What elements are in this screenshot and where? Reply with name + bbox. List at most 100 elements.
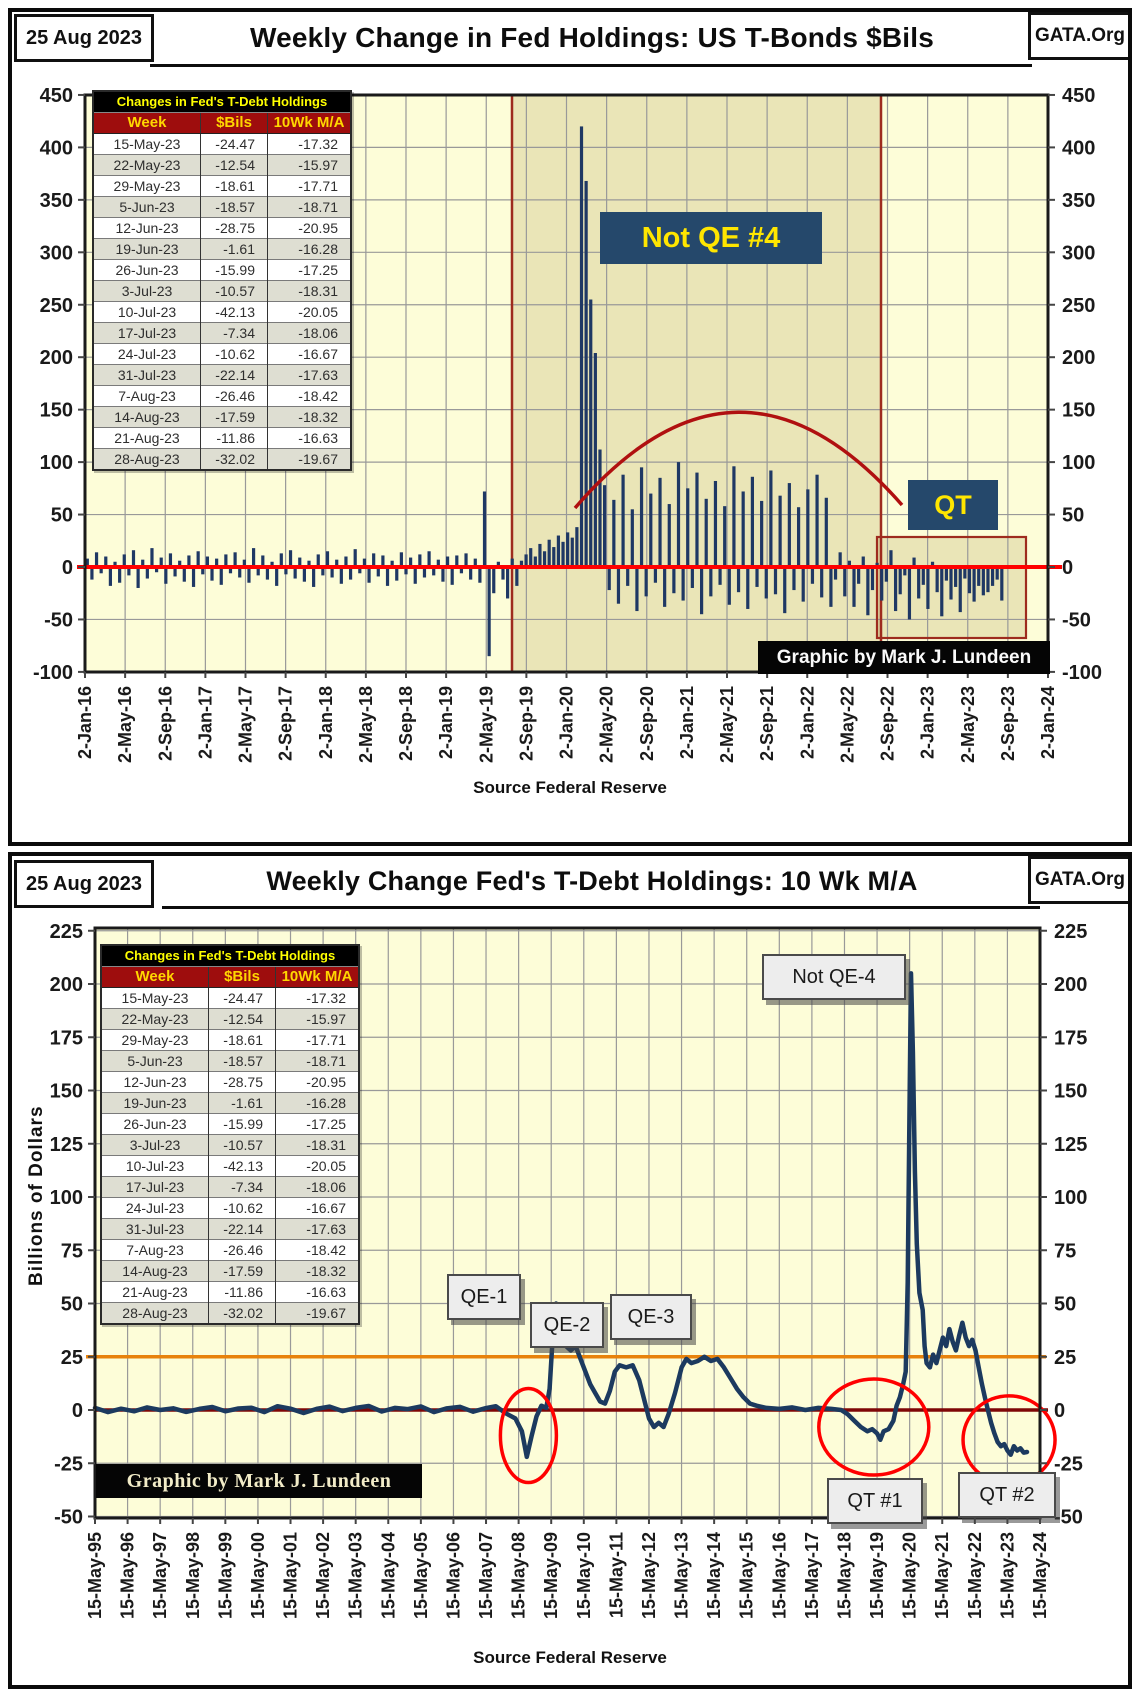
bar [196, 551, 200, 567]
y-tick-left: 0 [62, 557, 73, 579]
bar [866, 567, 870, 616]
bar [949, 567, 953, 600]
bar [441, 567, 445, 582]
ma-cell: -18.42 [267, 385, 350, 407]
bar [556, 535, 561, 567]
bar [589, 299, 593, 567]
y-tick-right: 150 [1054, 1081, 1087, 1103]
x-tick-label: 2-May-20 [597, 686, 617, 763]
bar [307, 560, 311, 567]
ma-cell: -18.32 [275, 1260, 358, 1282]
bar [898, 567, 902, 595]
bar [104, 556, 108, 567]
bar [519, 560, 524, 567]
x-tick-label: 15-May-96 [118, 1532, 138, 1619]
circle-qt1-dip [817, 1377, 931, 1477]
ma-cell: -19.67 [267, 448, 350, 469]
x-tick-label: 2-May-21 [717, 686, 737, 763]
bar [963, 567, 967, 579]
bar [880, 567, 884, 601]
not-qe4-annotation: Not QE #4 [600, 212, 822, 264]
bar [995, 567, 999, 580]
bils-cell: -18.57 [208, 1050, 276, 1072]
qe1-annotation: QE-1 [447, 1274, 521, 1320]
date-text: 25 Aug 2023 [26, 872, 142, 895]
x-tick-label: 15-May-20 [900, 1532, 920, 1619]
x-tick-label: 2-Sep-21 [757, 686, 777, 761]
bar [681, 567, 685, 601]
bar [796, 507, 801, 567]
bar [455, 555, 459, 567]
bar [178, 560, 182, 567]
bils-cell: -10.57 [208, 1134, 276, 1156]
bar [436, 559, 440, 567]
bar [510, 558, 514, 567]
bils-cell: -42.13 [208, 1155, 276, 1177]
week-cell: 14-Aug-23 [102, 1260, 209, 1282]
y-tick-right: 75 [1054, 1240, 1076, 1262]
table-row: 17-Jul-23 -7.34 -18.06 [94, 322, 350, 344]
date-badge: 25 Aug 2023 [14, 14, 154, 62]
bar [478, 567, 482, 583]
bar [630, 509, 634, 567]
table-row: 21-Aug-23 -11.86 -16.63 [94, 427, 350, 449]
table-row: 31-Jul-23 -22.14 -17.63 [94, 364, 350, 386]
y-tick-left: 450 [40, 85, 73, 107]
table-row: 14-Aug-23 -17.59 -18.32 [102, 1260, 358, 1282]
bar [990, 567, 995, 586]
bar [570, 537, 574, 567]
bils-cell: -11.86 [200, 427, 268, 449]
bar [820, 567, 824, 598]
x-tick-label: 15-May-09 [541, 1532, 561, 1619]
bar [635, 567, 639, 612]
x-tick-label: 15-May-08 [509, 1532, 529, 1619]
bils-cell: -32.02 [208, 1302, 276, 1323]
y-tick-right: 0 [1054, 1400, 1065, 1422]
qt2-annotation: QT #2 [958, 1472, 1056, 1518]
y-tick-right: -50 [1054, 1507, 1083, 1529]
x-tick-label: 15-May-02 [313, 1532, 333, 1619]
bar [598, 449, 602, 567]
ma-cell: -18.31 [275, 1134, 358, 1156]
bar [870, 567, 875, 591]
bils-cell: -12.54 [200, 154, 268, 176]
ma-cell: -20.95 [267, 217, 350, 239]
y-tick-left: 0 [72, 1400, 83, 1422]
ma-cell: -16.67 [275, 1197, 358, 1219]
bar [626, 567, 630, 586]
y-tick-left: 200 [40, 347, 73, 369]
bar [399, 552, 403, 567]
table-row: 17-Jul-23 -7.34 -18.06 [102, 1176, 358, 1198]
x-tick-label: 15-May-10 [574, 1532, 594, 1619]
week-cell: 26-Jun-23 [102, 1113, 209, 1135]
bils-cell: -28.75 [208, 1071, 276, 1093]
x-tick-label: 2-May-22 [837, 686, 857, 763]
bils-cell: -1.61 [200, 238, 268, 260]
bar [131, 550, 136, 567]
bar [150, 548, 154, 567]
bar [917, 567, 921, 599]
bar [653, 567, 658, 583]
table-row: 21-Aug-23 -11.86 -16.63 [102, 1281, 358, 1303]
bils-cell: -22.14 [200, 364, 268, 386]
y-tick-right: 450 [1062, 85, 1095, 107]
ma-cell: -17.71 [267, 175, 350, 197]
bar [312, 567, 316, 587]
date-badge: 25 Aug 2023 [14, 860, 154, 908]
bar [829, 567, 833, 607]
bar [709, 567, 713, 597]
gata-org-badge: GATA.Org [1028, 856, 1128, 904]
bar [182, 567, 186, 582]
gata-org-text: GATA.Org [1034, 25, 1126, 46]
bar [344, 556, 348, 567]
x-tick-label: 15-May-11 [606, 1532, 626, 1618]
bar [616, 567, 621, 604]
x-tick-label: 15-May-14 [704, 1532, 724, 1619]
qt-annotation: QT [908, 480, 998, 530]
bar [238, 567, 242, 578]
ma-cell: -18.42 [275, 1239, 358, 1261]
bar [94, 552, 99, 567]
y-tick-left: 75 [61, 1240, 83, 1262]
table-title: Changes in Fed's T-Debt Holdings [102, 946, 358, 967]
y-tick-left: -100 [33, 662, 73, 684]
